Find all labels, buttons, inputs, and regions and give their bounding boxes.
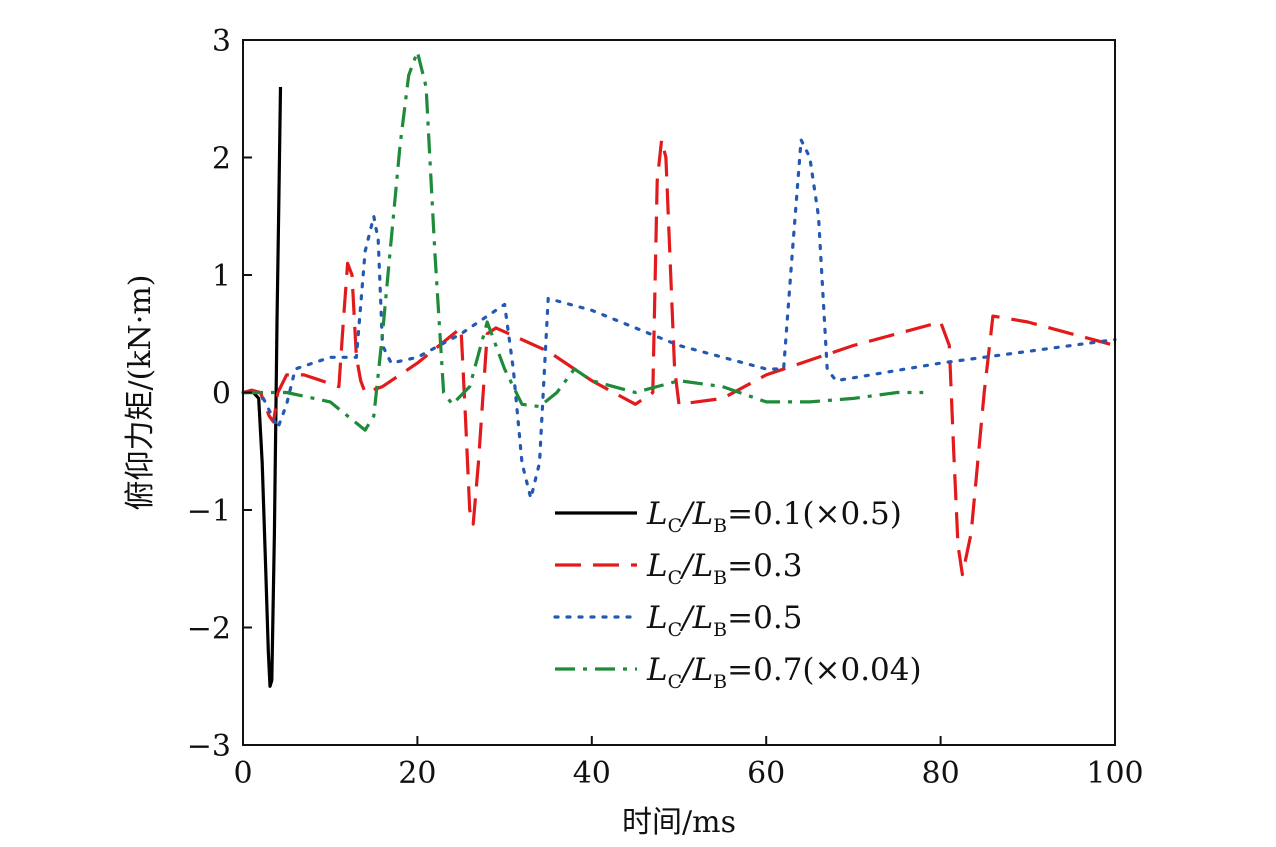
legend-text-part: /L <box>679 600 713 636</box>
legend-label-2: LC/LB=0.3 <box>646 548 802 589</box>
legend-text-part: =0.1(×0.5) <box>727 496 902 532</box>
y-tick-label: 3 <box>212 24 231 59</box>
x-tick-label: 100 <box>1086 756 1143 791</box>
axis-tick-labels: 0 20 40 60 80 100 3 2 1 0 −1 −2 −3 <box>187 24 1144 791</box>
x-tick-label: 0 <box>233 756 252 791</box>
legend-text-part: C <box>668 515 683 537</box>
legend-text-part: C <box>668 671 683 693</box>
y-tick-label: −1 <box>187 494 231 529</box>
y-tick-label: −3 <box>187 729 231 764</box>
legend-text-part: =0.7(×0.04) <box>727 652 921 688</box>
legend-text-part: B <box>713 671 727 693</box>
legend-text-part: /L <box>679 496 713 532</box>
x-tick-label: 40 <box>573 756 611 791</box>
axis-ticks <box>242 39 1116 746</box>
legend-text-part: B <box>713 567 727 589</box>
legend-text-part: B <box>713 619 727 641</box>
legend-text-part: L <box>646 600 668 636</box>
legend-label-4: LC/LB=0.7(×0.04) <box>646 652 922 693</box>
y-tick-label: 0 <box>212 377 231 412</box>
x-tick-label: 80 <box>922 756 960 791</box>
legend: LC/LB=0.1(×0.5)LC/LB=0.3LC/LB=0.5LC/LB=0… <box>553 496 922 693</box>
y-axis-label: 俯仰力矩/(kN·m) <box>123 275 158 511</box>
legend-text-part: =0.3 <box>727 548 802 584</box>
series-lines <box>241 50 1117 688</box>
legend-text-part: /L <box>679 652 713 688</box>
legend-text-part: B <box>713 515 727 537</box>
legend-text-part: C <box>668 567 683 589</box>
series-line-3 <box>241 138 1117 500</box>
x-tick-label: 60 <box>747 756 785 791</box>
x-axis-label: 时间/ms <box>622 805 736 840</box>
legend-text-part: =0.5 <box>727 600 802 636</box>
legend-label-1: LC/LB=0.1(×0.5) <box>646 496 902 537</box>
y-tick-label: 2 <box>212 142 231 177</box>
legend-text-part: /L <box>679 548 713 584</box>
legend-label-3: LC/LB=0.5 <box>646 600 802 641</box>
x-tick-label: 20 <box>398 756 436 791</box>
series-line-4 <box>243 50 924 432</box>
legend-text-part: L <box>646 496 668 532</box>
y-tick-label: 1 <box>212 259 231 294</box>
legend-text-part: L <box>646 548 668 584</box>
legend-text-part: C <box>668 619 683 641</box>
legend-text-part: L <box>646 652 668 688</box>
y-tick-label: −2 <box>187 612 231 647</box>
series-line-1 <box>243 86 283 688</box>
